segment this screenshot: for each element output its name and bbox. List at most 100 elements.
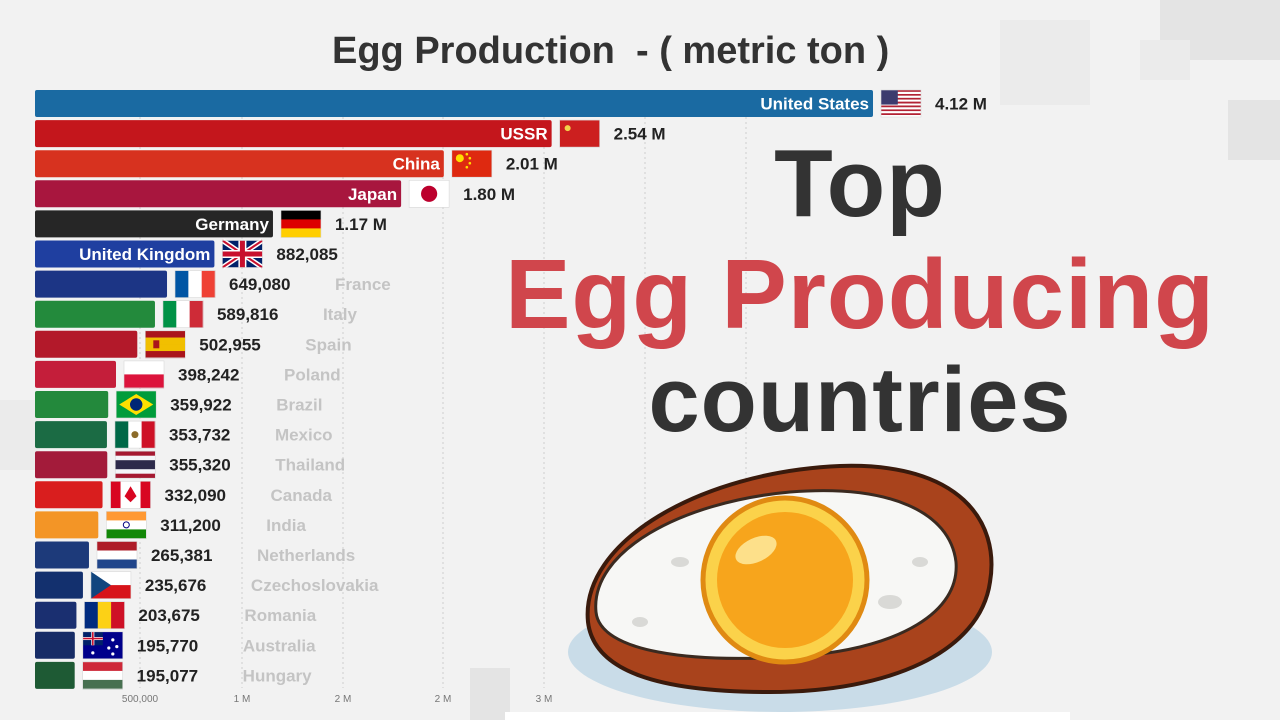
spain-flag-icon — [145, 330, 186, 359]
bar — [35, 150, 444, 178]
bar — [35, 300, 155, 328]
bar — [35, 180, 402, 208]
bar-label: Japan — [348, 185, 397, 204]
value-label: 353,732 — [169, 426, 230, 445]
value-label: 398,242 — [178, 365, 239, 384]
netherlands-flag-icon — [96, 541, 138, 569]
mexico-flag-icon — [114, 420, 156, 449]
bar-group: 649,080 France — [35, 270, 391, 298]
bar — [35, 631, 75, 659]
value-label: 203,675 — [138, 606, 199, 625]
x-tick-label: 3 M — [536, 694, 553, 705]
bar-label: Germany — [195, 215, 269, 234]
bar-label: Italy — [323, 305, 358, 324]
bottom-strip — [505, 712, 1070, 720]
bar-group: 195,077 Hungary — [35, 661, 312, 690]
us-flag-icon — [880, 89, 922, 118]
bar — [35, 601, 77, 629]
bar-group: 203,675 Romania — [35, 601, 317, 630]
value-label: 589,816 — [217, 305, 278, 324]
headline-line-2: Egg Producing — [505, 239, 1215, 349]
bar — [35, 330, 138, 358]
bar-label: Netherlands — [257, 546, 355, 565]
japan-flag-icon — [408, 180, 450, 208]
australia-flag-icon — [82, 631, 124, 660]
thailand-flag-icon — [114, 450, 156, 479]
bar-group: 311,200 India — [35, 511, 307, 539]
x-tick-label: 500,000 — [122, 694, 159, 705]
bar — [35, 661, 75, 689]
value-label: 4.12 M — [935, 95, 987, 114]
bar — [35, 571, 83, 599]
canada-flag-icon — [110, 480, 151, 509]
india-flag-icon — [105, 511, 147, 539]
value-label: 359,922 — [170, 396, 231, 415]
china-flag-icon — [451, 149, 493, 178]
bar-label: Australia — [243, 636, 316, 655]
bar-label: Canada — [271, 486, 333, 505]
bar-group: 332,090 Canada — [35, 480, 333, 509]
value-label: 502,955 — [199, 335, 260, 354]
bar-group: Japan 1.80 M — [35, 180, 515, 208]
bar — [35, 120, 552, 148]
bar-label: Spain — [305, 335, 351, 354]
bar — [35, 360, 117, 388]
fried-egg-icon — [568, 463, 994, 712]
uk-flag-icon — [221, 238, 264, 270]
bar-label: India — [266, 516, 306, 535]
romania-flag-icon — [84, 601, 125, 630]
bar-label: United Kingdom — [79, 245, 210, 264]
bar — [35, 451, 108, 479]
bar-label: Romania — [244, 606, 316, 625]
bar — [35, 541, 89, 569]
x-tick-label: 2 M — [435, 694, 452, 705]
value-label: 195,770 — [137, 636, 198, 655]
value-label: 2.01 M — [506, 155, 558, 174]
value-label: 332,090 — [165, 486, 226, 505]
headline-line-1: Top — [774, 130, 946, 237]
bar-group: 355,320 Thailand — [35, 450, 345, 479]
poland-flag-icon — [123, 360, 165, 389]
headline: Top Egg Producing countries — [440, 130, 1280, 450]
brazil-flag-icon — [115, 390, 157, 419]
value-label: 311,200 — [160, 516, 221, 535]
bar-group: 235,676 Czechoslovakia — [35, 571, 379, 599]
value-label: 882,085 — [276, 245, 337, 264]
bar-group: 265,381 Netherlands — [35, 541, 355, 569]
bar-label: China — [393, 155, 441, 174]
bar-group: 195,770 Australia — [35, 631, 316, 660]
bar-group: China 2.01 M — [35, 149, 558, 178]
chart-title: Egg Production - ( metric ton ) — [332, 30, 890, 72]
bar-label: Czechoslovakia — [251, 576, 379, 595]
bar-label: USSR — [500, 125, 547, 144]
bar — [35, 90, 873, 117]
value-label: 195,077 — [137, 666, 198, 685]
x-tick-label: 1 M — [234, 694, 251, 705]
bar-group: United Kingdom 882,085 — [35, 238, 338, 270]
value-label: 1.17 M — [335, 215, 387, 234]
bar-group: USSR 2.54 M — [35, 119, 666, 148]
value-label: 2.54 M — [614, 125, 666, 144]
bar — [35, 511, 99, 539]
bar-label: Brazil — [276, 396, 322, 415]
czechoslovakia-flag-icon — [90, 571, 132, 599]
bar-group: 502,955 Spain — [35, 330, 352, 359]
bar-label: Thailand — [275, 456, 345, 475]
bar-label: United States — [760, 95, 869, 114]
bar-group: 589,816 Italy — [35, 300, 358, 329]
value-label: 649,080 — [229, 275, 290, 294]
value-label: 265,381 — [151, 546, 212, 565]
ussr-flag-icon — [559, 119, 600, 148]
value-label: 1.80 M — [463, 185, 515, 204]
x-tick-label: 2 M — [335, 694, 352, 705]
headline-line-3: countries — [648, 349, 1072, 451]
bar — [35, 391, 109, 418]
bar — [35, 240, 215, 268]
value-label: 355,320 — [169, 456, 230, 475]
hungary-flag-icon — [82, 661, 123, 690]
bar — [35, 421, 107, 449]
bar-label: Poland — [284, 365, 341, 384]
bar-group: United States 4.12 M — [35, 89, 987, 118]
bar — [35, 270, 168, 298]
